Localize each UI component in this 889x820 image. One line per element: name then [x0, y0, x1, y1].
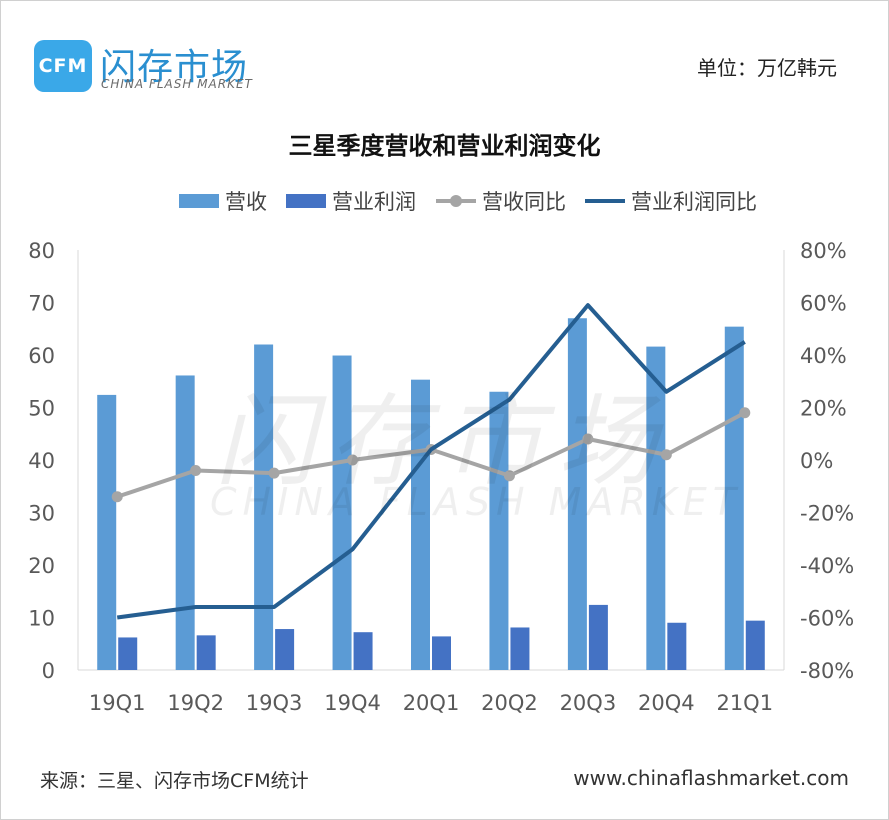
y-tick-label: 10	[28, 607, 55, 631]
y2-tick-label: 40%	[800, 344, 847, 368]
bar-operating-profit	[275, 629, 295, 670]
point-revenue-yoy	[582, 433, 594, 445]
x-tick-label: 19Q4	[324, 691, 381, 715]
logo-name-cn: 闪存市场	[100, 47, 249, 88]
bar-revenue	[646, 346, 666, 670]
y2-tick-label: 80%	[800, 239, 847, 263]
x-tick-label: 20Q4	[638, 691, 695, 715]
bar-operating-profit	[667, 622, 687, 670]
bar-revenue	[254, 344, 274, 670]
point-revenue-yoy	[111, 491, 123, 503]
legend-label-profit: 营业利润	[332, 190, 416, 214]
legend-item-profit: 营业利润	[286, 186, 416, 216]
source-url: www.chinaflashmarket.com	[573, 766, 849, 790]
point-revenue-yoy	[660, 449, 672, 461]
x-tick-label: 19Q1	[89, 691, 146, 715]
x-tick-label: 20Q2	[481, 691, 538, 715]
bar-revenue	[489, 391, 509, 670]
point-revenue-yoy	[347, 454, 359, 466]
bar-operating-profit	[118, 637, 138, 670]
legend-label-profit-yoy: 营业利润同比	[631, 190, 757, 214]
legend-swatch-revenue	[179, 194, 219, 208]
legend-swatch-revenue-yoy	[436, 194, 476, 208]
x-tick-label: 19Q2	[167, 691, 224, 715]
y-tick-label: 40	[28, 449, 55, 473]
y2-tick-label: -20%	[800, 502, 854, 526]
x-tick-label: 20Q3	[560, 691, 617, 715]
y2-tick-label: 20%	[800, 397, 847, 421]
line-operating-profit-yoy	[116, 303, 746, 620]
bar-operating-profit	[353, 632, 373, 670]
chart-title: 三星季度营收和营业利润变化	[288, 132, 601, 160]
bar-operating-profit	[588, 604, 608, 670]
bar-revenue	[567, 318, 587, 670]
bar-revenue	[175, 375, 195, 670]
legend-item-profit-yoy: 营业利润同比	[585, 186, 757, 216]
y2-tick-label: -60%	[800, 607, 854, 631]
point-revenue-yoy	[739, 407, 751, 419]
legend-swatch-profit-yoy	[585, 194, 625, 208]
logo-badge: CFM	[34, 40, 92, 92]
point-revenue-yoy	[268, 467, 280, 479]
y-tick-label: 30	[28, 502, 55, 526]
bar-revenue	[97, 394, 117, 670]
point-revenue-yoy	[190, 465, 202, 476]
unit-label: 单位：万亿韩元	[697, 56, 837, 80]
bar-revenue	[411, 379, 430, 670]
y2-tick-label: 0%	[800, 449, 833, 473]
bar-revenue	[332, 355, 352, 670]
y-tick-label: 70	[28, 292, 55, 316]
bar-operating-profit	[510, 627, 530, 670]
y2-tick-label: -80%	[800, 659, 854, 683]
y-tick-label: 60	[28, 344, 55, 368]
legend-swatch-profit	[286, 194, 326, 208]
y-tick-label: 80	[28, 239, 55, 263]
y2-tick-label: 60%	[800, 292, 847, 316]
y-tick-label: 20	[28, 554, 55, 578]
legend-label-revenue-yoy: 营收同比	[482, 190, 566, 214]
chart-legend: 营收 营业利润 营收同比 营业利润同比	[0, 186, 889, 216]
legend-item-revenue: 营收	[179, 186, 267, 216]
y-tick-label: 50	[28, 397, 55, 421]
bar-operating-profit	[196, 635, 216, 670]
x-tick-label: 19Q3	[246, 691, 303, 715]
logo-name-en: CHINA FLASH MARKET	[101, 77, 253, 91]
y2-tick-label: -40%	[800, 554, 854, 578]
bar-revenue	[724, 326, 744, 670]
source-note: 来源：三星、闪存市场CFM统计	[40, 770, 309, 792]
point-revenue-yoy	[503, 470, 515, 482]
x-tick-label: 21Q1	[716, 691, 773, 715]
x-tick-label: 20Q1	[403, 691, 460, 715]
bar-operating-profit	[432, 636, 451, 670]
y-tick-label: 0	[42, 659, 55, 683]
legend-item-revenue-yoy: 营收同比	[436, 186, 566, 216]
legend-label-revenue: 营收	[225, 190, 267, 214]
bar-operating-profit	[745, 620, 765, 670]
